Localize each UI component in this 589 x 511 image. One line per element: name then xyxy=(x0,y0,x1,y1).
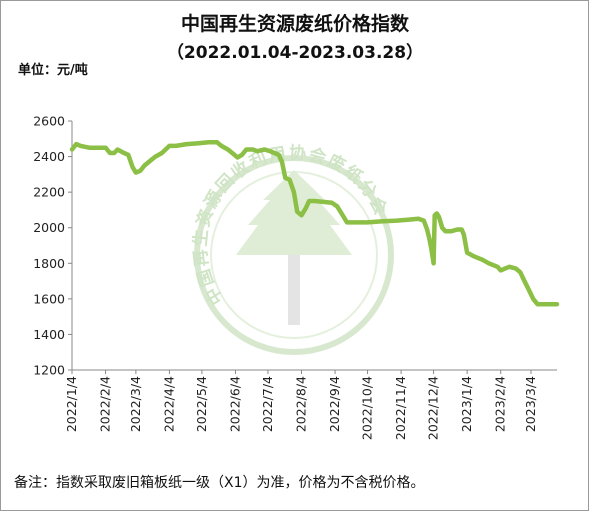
x-tick-label: 2022/2/4 xyxy=(98,376,113,432)
footnote: 备注：指数采取废旧箱板纸一级（X1）为准，价格为不含税价格。 xyxy=(14,474,425,491)
chart-title: 中国再生资源废纸价格指数 xyxy=(181,12,410,35)
unit-label: 单位：元/吨 xyxy=(18,62,88,78)
y-tick-label: 1200 xyxy=(33,363,65,378)
y-tick-label: 2600 xyxy=(33,114,65,129)
x-tick-label: 2022/12/4 xyxy=(426,376,441,440)
y-axis-ticks: 1200 1400 1600 1800 2000 2200 2400 2600 xyxy=(33,114,72,378)
x-tick-label: 2022/9/4 xyxy=(327,376,342,432)
chart-subtitle: （2022.01.04-2023.03.28） xyxy=(167,42,423,63)
x-tick-label: 2023/3/4 xyxy=(523,376,538,432)
x-tick-label: 2023/1/4 xyxy=(459,376,474,432)
x-tick-label: 2022/6/4 xyxy=(227,376,242,432)
series-layer xyxy=(69,140,560,307)
y-tick-label: 2000 xyxy=(33,220,65,235)
y-tick-label: 2400 xyxy=(33,149,65,164)
y-tick-label: 1400 xyxy=(33,327,65,342)
x-tick-label: 2022/11/4 xyxy=(393,376,408,440)
x-tick-label: 2022/8/4 xyxy=(294,376,309,432)
y-tick-label: 1600 xyxy=(33,291,65,306)
x-tick-label: 2022/10/4 xyxy=(360,376,375,440)
axes xyxy=(71,121,557,371)
association-seal-watermark: 中国再生资源回收利用协会废纸分会 xyxy=(190,142,394,355)
x-tick-label: 2022/5/4 xyxy=(194,376,209,432)
y-tick-label: 2200 xyxy=(33,185,65,200)
y-tick-label: 1800 xyxy=(33,256,65,271)
price-index-line xyxy=(69,140,560,307)
x-tick-label: 2022/3/4 xyxy=(128,376,143,432)
x-tick-label: 2023/2/4 xyxy=(493,376,508,432)
x-tick-label: 2022/7/4 xyxy=(260,376,275,432)
x-axis-ticks: 2022/1/4 2022/2/4 2022/3/4 2022/4/4 2022/5/4… xyxy=(64,370,538,440)
x-tick-label: 2022/4/4 xyxy=(161,376,176,432)
x-tick-label: 2022/1/4 xyxy=(64,376,79,432)
